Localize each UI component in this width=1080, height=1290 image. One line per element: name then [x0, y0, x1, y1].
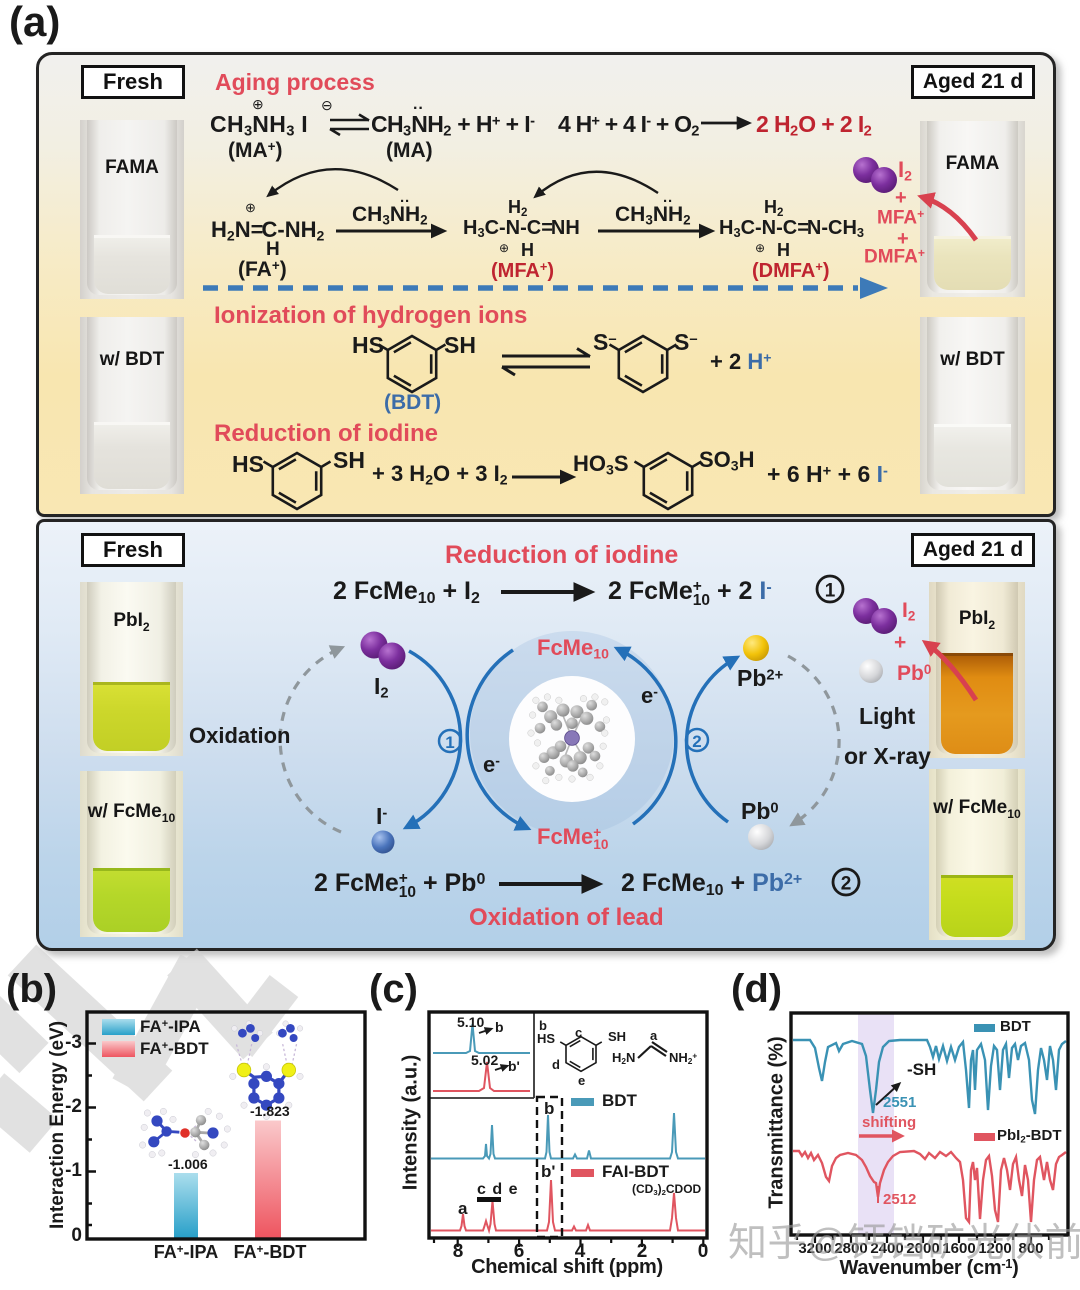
svg-text:2: 2: [692, 732, 701, 751]
svg-text:1: 1: [825, 581, 836, 602]
svg-text:2: 2: [841, 874, 852, 895]
svg-text:1: 1: [445, 733, 454, 752]
